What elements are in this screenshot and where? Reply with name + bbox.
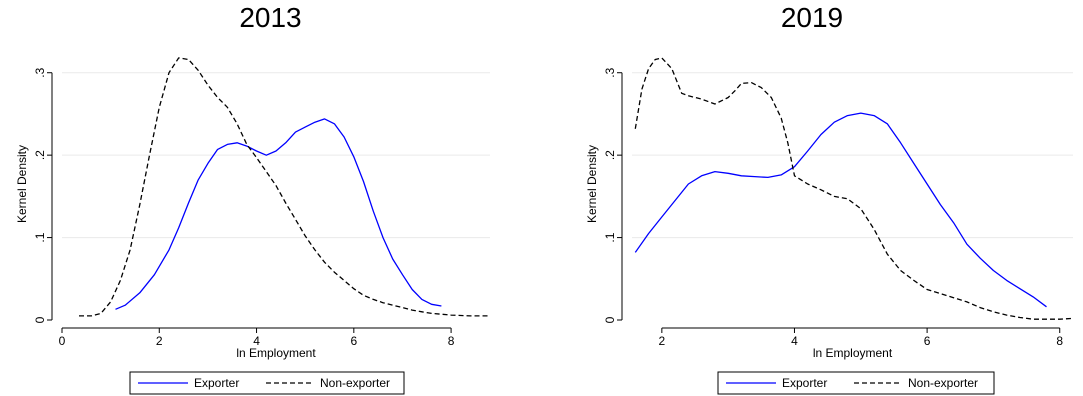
- y-tick-label: .1: [33, 232, 47, 242]
- x-axis-title: ln Employment: [813, 346, 893, 360]
- chart-svg-2019: 0 .1 .2 .3 Kernel Density 2 4 6 8 ln Employment Ex…: [585, 57, 1074, 395]
- x-axis-title: ln Employment: [236, 346, 316, 360]
- chart-panel-2019: 2019 0 .1 .2 .3 Kernel Density 2 4 6 8 ln Employm…: [541, 0, 1083, 396]
- chart-title: 2019: [780, 2, 844, 33]
- x-tick-label: 6: [350, 334, 357, 348]
- x-tick-label: 2: [156, 334, 163, 348]
- y-tick-label: .1: [603, 232, 617, 242]
- legend-label-exporter: Exporter: [194, 376, 239, 390]
- y-tick-label: 0: [33, 316, 47, 323]
- y-axis-title: Kernel Density: [15, 145, 29, 223]
- chart-svg-2013: 0 .1 .2 .3 Kernel Density 0 2 4 6 8 ln Employment E…: [15, 57, 490, 395]
- legend-label-non-exporter: Non-exporter: [908, 376, 978, 390]
- x-tick-label: 2: [658, 334, 665, 348]
- chart-title: 2013: [239, 2, 302, 33]
- y-tick-label: .2: [603, 150, 617, 160]
- y-axis-title: Kernel Density: [585, 145, 599, 223]
- y-tick-label: .3: [603, 67, 617, 77]
- y-tick-label: .3: [33, 67, 47, 77]
- x-tick-label: 8: [448, 334, 455, 348]
- legend-label-non-exporter: Non-exporter: [320, 376, 390, 390]
- x-tick-label: 4: [791, 334, 798, 348]
- x-tick-label: 0: [59, 334, 66, 348]
- y-tick-label: .2: [33, 150, 47, 160]
- legend-label-exporter: Exporter: [782, 376, 827, 390]
- series-line-exporter: [634, 112, 1047, 308]
- x-tick-label: 8: [1056, 334, 1063, 348]
- series-line-non-exporter: [634, 57, 1074, 320]
- series-line-exporter: [115, 118, 442, 310]
- y-tick-label: 0: [603, 316, 617, 323]
- series-line-non-exporter: [79, 57, 490, 317]
- chart-panel-2013: 2013 0 .1 .2 .3 Kernel Density 0 2 4 6 8 ln Employ…: [0, 0, 541, 396]
- x-tick-label: 4: [253, 334, 260, 348]
- x-tick-label: 6: [924, 334, 931, 348]
